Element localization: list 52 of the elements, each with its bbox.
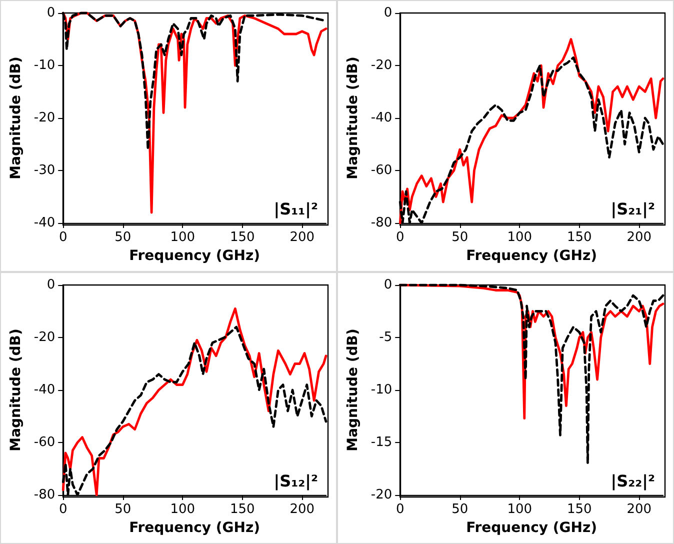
- y-tick-label: -60: [34, 435, 56, 450]
- x-tick-label: 100: [507, 502, 532, 517]
- x-axis-title: Frequency (GHz): [129, 248, 260, 264]
- y-axis-title: Magnitude (dB): [345, 56, 361, 180]
- y-tick-label: -20: [34, 330, 56, 345]
- y-tick-label: -40: [34, 382, 56, 398]
- x-tick-label: 50: [452, 230, 468, 245]
- y-tick-label: -15: [370, 435, 392, 450]
- x-tick-label: 150: [230, 502, 255, 517]
- x-tick-label: 100: [170, 502, 196, 517]
- x-tick-label: 0: [396, 502, 404, 517]
- x-tick-label: 200: [290, 502, 315, 517]
- x-tick-label: 0: [58, 230, 68, 245]
- x-tick-label: 50: [452, 502, 468, 517]
- annotation: |S₂₂|²: [610, 472, 655, 490]
- annotation: |S₁₂|²: [274, 472, 318, 490]
- y-tick-label: -30: [34, 163, 56, 178]
- y-tick-label: -20: [370, 58, 392, 73]
- x-tick-label: 0: [396, 230, 404, 245]
- y-tick-label: -80: [370, 216, 392, 230]
- x-tick-label: 100: [507, 230, 532, 245]
- x-tick-label: 50: [114, 230, 132, 245]
- annotation: |S₂₁|²: [610, 200, 655, 218]
- y-tick-label: 0: [46, 6, 56, 20]
- y-tick-label: -40: [34, 216, 56, 230]
- y-axis-title: Magnitude (dB): [345, 328, 361, 452]
- x-tick-label: 50: [114, 502, 132, 517]
- x-tick-label: 200: [626, 230, 652, 245]
- y-tick-label: -80: [34, 488, 56, 502]
- x-tick-label: 200: [290, 230, 315, 245]
- x-axis-title: Frequency (GHz): [466, 520, 598, 536]
- x-axis-title: Frequency (GHz): [129, 520, 260, 536]
- x-tick-label: 0: [58, 502, 68, 517]
- y-axis-title: Magnitude (dB): [8, 328, 24, 452]
- x-tick-label: 150: [566, 502, 592, 517]
- y-tick-label: 0: [384, 6, 392, 20]
- y-tick-label: -20: [370, 488, 392, 502]
- y-tick-label: 0: [384, 278, 392, 292]
- y-tick-label: -20: [34, 110, 56, 126]
- y-tick-label: -40: [370, 110, 392, 126]
- y-axis-title: Magnitude (dB): [8, 56, 24, 180]
- x-tick-label: 200: [626, 502, 652, 517]
- x-axis-title: Frequency (GHz): [466, 248, 598, 264]
- x-tick-label: 150: [566, 230, 592, 245]
- y-tick-label: -10: [370, 382, 392, 398]
- y-tick-label: 0: [46, 278, 56, 292]
- y-tick-label: -10: [34, 58, 56, 73]
- y-tick-label: -60: [370, 163, 392, 178]
- annotation: |S₁₁|²: [274, 200, 318, 218]
- y-tick-label: -5: [379, 330, 392, 345]
- x-tick-label: 150: [230, 230, 255, 245]
- x-tick-label: 100: [170, 230, 196, 245]
